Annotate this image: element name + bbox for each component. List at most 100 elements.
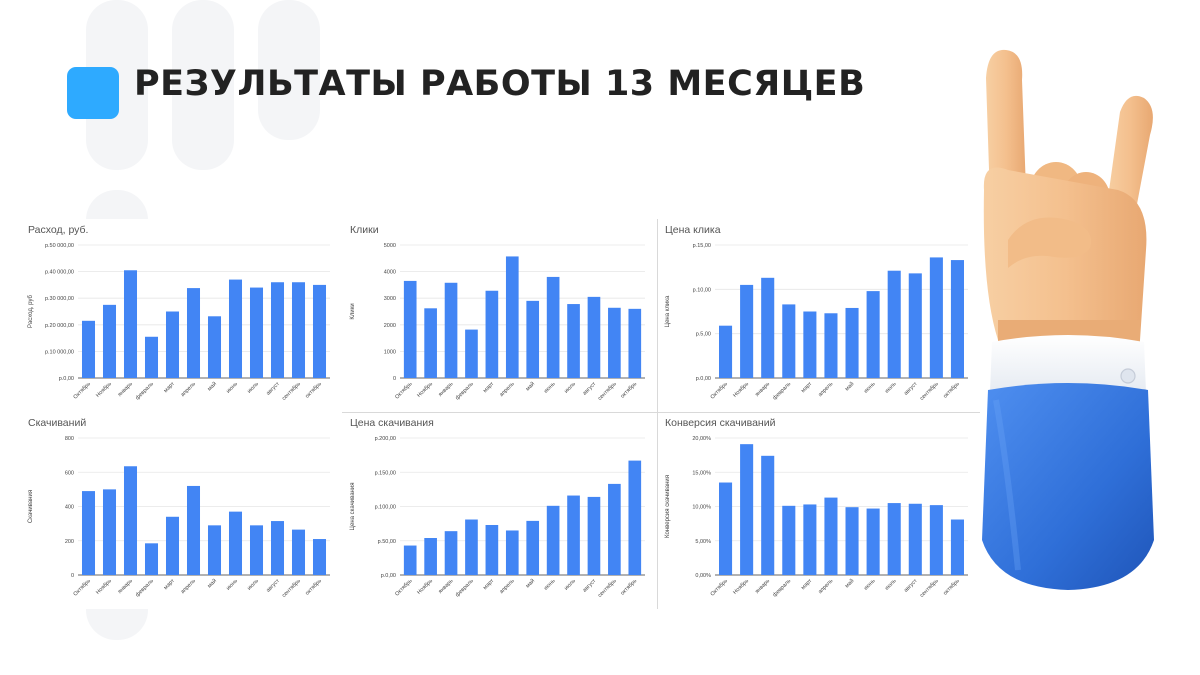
bar <box>312 284 327 378</box>
x-tick-label: апрель <box>180 381 197 398</box>
x-tick-label: сентябрь <box>919 381 940 402</box>
bar <box>887 270 901 378</box>
x-tick-label: октябрь <box>304 381 323 400</box>
x-tick-label: октябрь <box>620 578 639 597</box>
bar <box>628 460 642 575</box>
bar <box>403 280 417 378</box>
rock-hand-gesture-icon <box>982 49 1154 590</box>
bar <box>866 291 880 378</box>
x-tick-label: август <box>265 578 281 594</box>
bar <box>887 503 901 575</box>
y-tick-label: р.10 000,00 <box>45 349 74 355</box>
bar <box>929 505 943 575</box>
y-tick-label: 600 <box>65 470 74 476</box>
bar <box>908 273 922 378</box>
y-tick-label: 5,00% <box>695 539 711 545</box>
bar <box>424 308 437 378</box>
y-tick-label: 200 <box>65 539 74 545</box>
bar <box>102 304 117 378</box>
bar <box>587 296 601 378</box>
bar <box>291 282 306 378</box>
chart-title: Цена скачивания <box>350 417 434 429</box>
bar <box>546 276 560 378</box>
chart-title: Конверсия скачиваний <box>665 417 776 429</box>
y-tick-label: р.30 000,00 <box>45 296 74 302</box>
x-tick-label: октябрь <box>620 381 639 400</box>
x-tick-label: август <box>265 381 281 397</box>
panel-divider <box>342 412 980 413</box>
bar <box>444 531 458 575</box>
x-tick-label: январь <box>438 381 455 398</box>
x-tick-label: Ноябрь <box>95 578 113 596</box>
x-tick-label: март <box>800 578 813 591</box>
bar <box>312 539 327 575</box>
bar <box>950 519 964 575</box>
y-tick-label: р.5,00 <box>696 332 711 338</box>
x-tick-label: июнь <box>863 381 877 395</box>
x-tick-label: август <box>582 381 598 397</box>
x-tick-label: июнь <box>543 381 557 395</box>
x-tick-label: Ноябрь <box>416 381 434 399</box>
chart-title: Расход, руб. <box>28 224 88 236</box>
bar <box>186 485 201 575</box>
bar <box>761 277 775 378</box>
x-tick-label: апрель <box>817 381 834 398</box>
bar <box>803 504 817 575</box>
y-tick-label: р.150,00 <box>375 470 396 476</box>
x-tick-label: май <box>206 577 218 589</box>
bar <box>102 489 117 575</box>
x-tick-label: Октябрь <box>710 578 729 597</box>
y-tick-label: 10,00% <box>692 505 711 511</box>
x-tick-label: Октябрь <box>394 578 413 597</box>
x-tick-label: август <box>582 578 598 594</box>
y-tick-label: р.0,00 <box>381 573 396 579</box>
page-title: РЕЗУЛЬТАТЫ РАБОТЫ 13 МЕСЯЦЕВ <box>134 64 866 104</box>
bar <box>587 496 601 575</box>
x-tick-label: август <box>903 381 919 397</box>
bar <box>845 307 859 378</box>
bar <box>719 325 733 378</box>
x-tick-label: Октябрь <box>73 578 92 597</box>
y-tick-label: 0 <box>71 573 74 579</box>
x-tick-label: май <box>206 380 218 392</box>
bar <box>719 482 733 575</box>
x-tick-label: апрель <box>180 578 197 595</box>
x-tick-label: февраль <box>135 578 155 598</box>
y-tick-label: 20,00% <box>692 436 711 442</box>
bar <box>81 491 96 575</box>
y-tick-label: р.0,00 <box>59 376 74 382</box>
x-tick-label: май <box>524 577 536 589</box>
y-tick-label: 3000 <box>384 296 396 302</box>
x-tick-label: январь <box>754 381 771 398</box>
bar <box>165 516 180 575</box>
chart-cpc: Цена клика р.0,00 р.5,00 р.10,00 р.15,00 Цена… <box>657 219 980 412</box>
x-tick-label: июнь <box>863 578 877 592</box>
bar <box>505 256 519 378</box>
x-tick-label: февраль <box>455 578 475 598</box>
y-tick-label: 0 <box>393 376 396 382</box>
x-tick-label: март <box>482 381 495 394</box>
x-tick-label: сентябрь <box>919 578 940 599</box>
x-tick-label: май <box>843 380 855 392</box>
x-tick-label: апрель <box>817 578 834 595</box>
x-tick-label: Октябрь <box>73 381 92 400</box>
bar <box>123 466 138 575</box>
y-tick-label: 400 <box>65 505 74 511</box>
bar <box>81 320 96 378</box>
x-tick-label: март <box>800 381 813 394</box>
x-tick-label: февраль <box>455 381 475 401</box>
y-tick-label: р.40 000,00 <box>45 270 74 276</box>
y-tick-label: 15,00% <box>692 470 711 476</box>
x-tick-label: февраль <box>135 381 155 401</box>
y-tick-label: 2000 <box>384 323 396 329</box>
bar <box>908 503 922 575</box>
x-tick-label: Октябрь <box>710 381 729 400</box>
y-tick-label: 5000 <box>384 243 396 249</box>
x-tick-label: октябрь <box>304 578 323 597</box>
x-tick-label: июль <box>563 578 577 592</box>
y-tick-label: р.50 000,00 <box>45 243 74 249</box>
bar <box>628 308 642 378</box>
bar <box>546 505 560 575</box>
y-tick-label: р.0,00 <box>696 376 711 382</box>
x-tick-label: апрель <box>499 381 516 398</box>
